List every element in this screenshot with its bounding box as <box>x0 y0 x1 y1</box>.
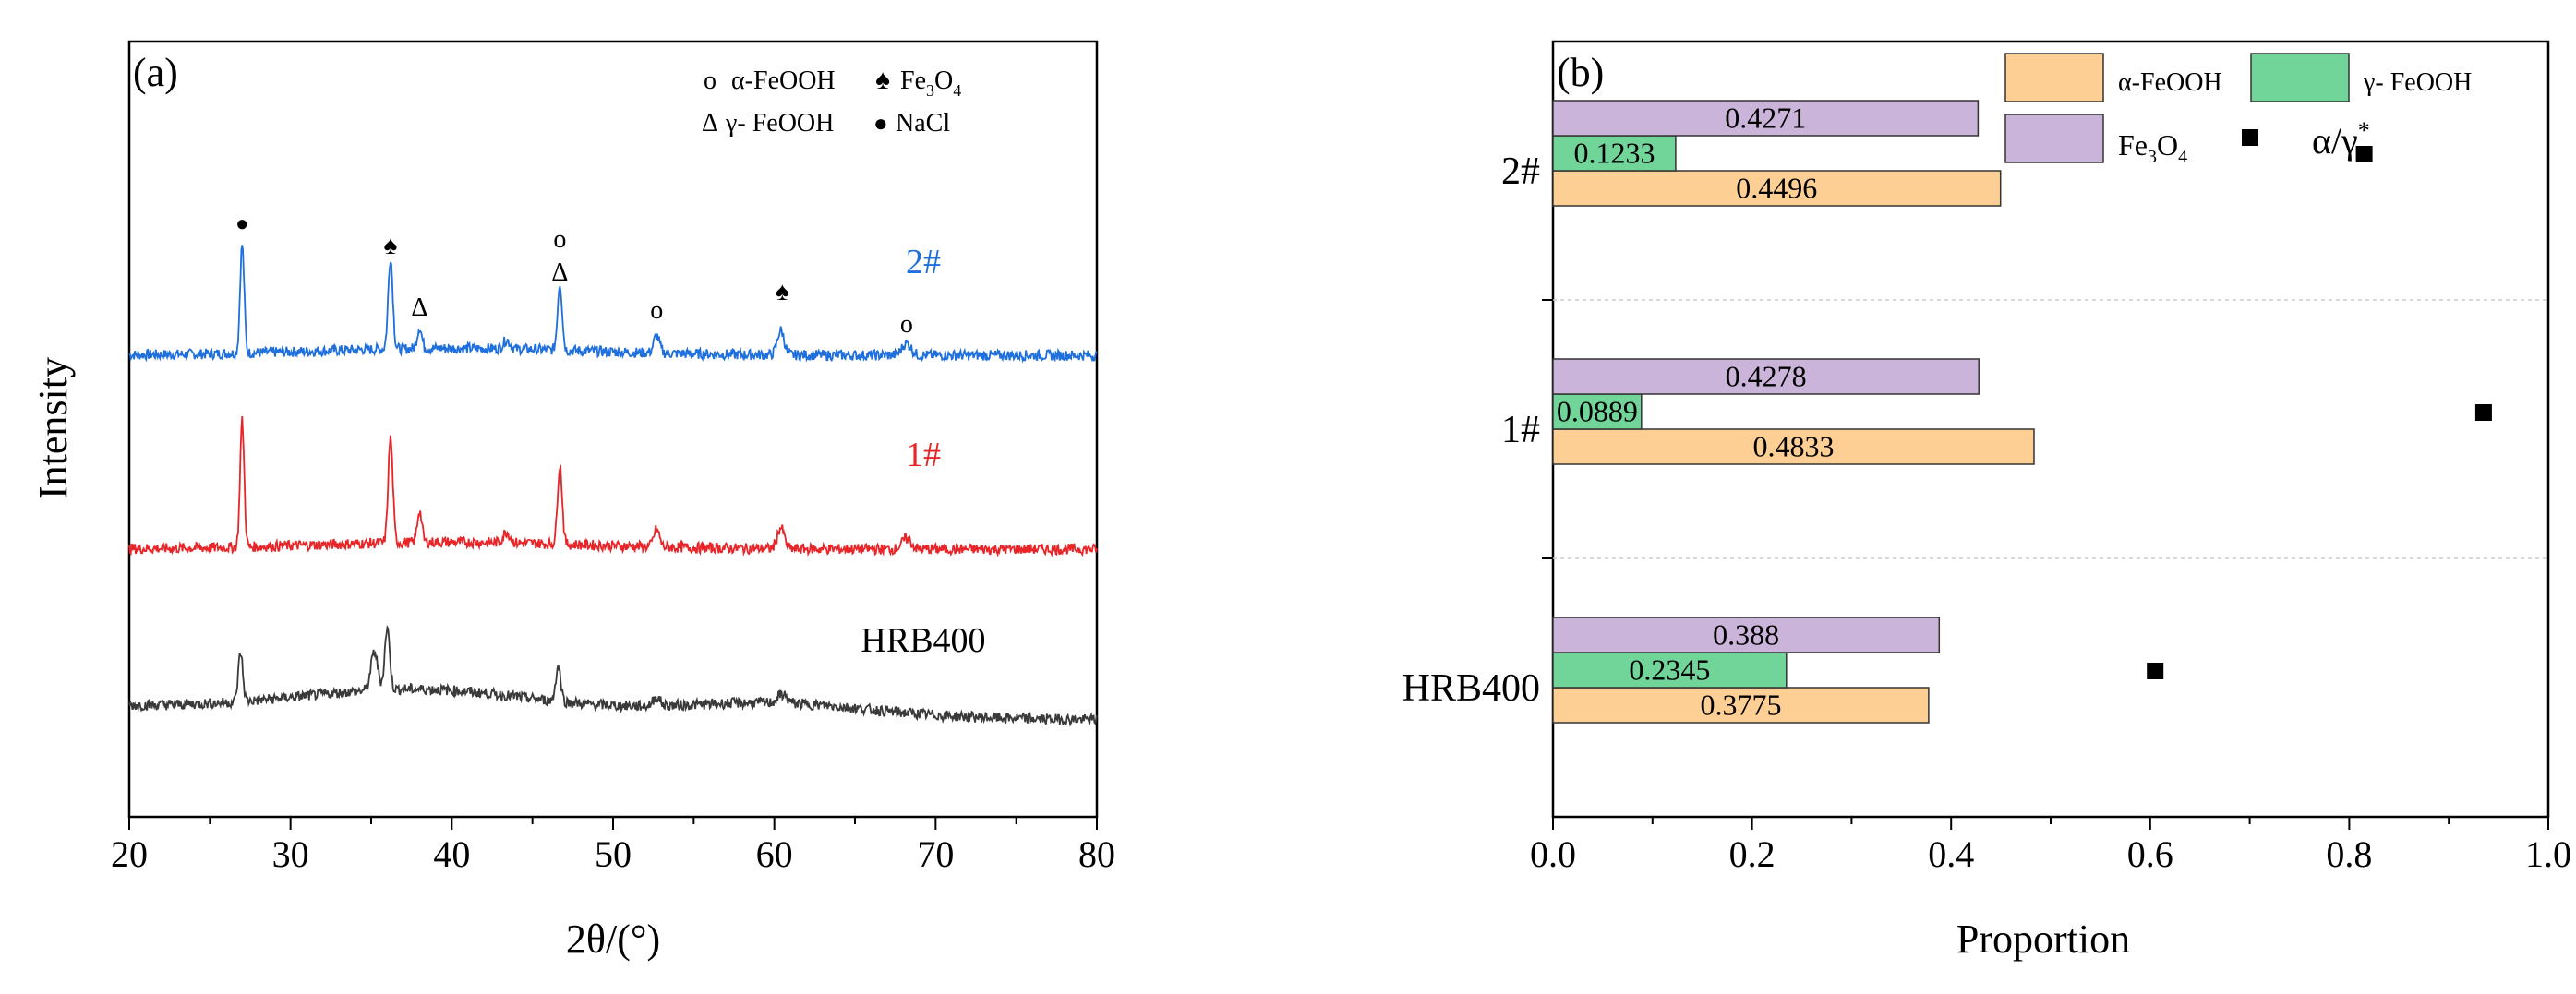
bar-label-1-feooh: 0.0889 <box>1557 395 1638 428</box>
legend-nacl-label: NaCl <box>896 109 950 138</box>
panel-b-axes: 0.0 0.2 0.4 0.6 0.8 1.0 HRB400 1# 2# <box>1402 150 2571 875</box>
bar-2-feooh <box>1552 170 2002 207</box>
label-series-1: 1# <box>906 436 941 474</box>
legend-gamma-symbol: Δ <box>702 109 718 138</box>
panel-b-proportion-chart: (b) 0.37750.23450.3880.48330.08890.42780… <box>1402 40 2571 962</box>
panel-a-legend: o α-FeOOH ♠ Fe3O4 Δ γ- FeOOH ● NaCl <box>702 65 961 138</box>
ratio-point-hrb400 <box>2147 663 2164 679</box>
panel-a-y-axis-title: Intensity <box>30 357 76 499</box>
legend-alpha-text: α-FeOOH <box>2118 68 2222 97</box>
peak-annotation-4: Δ <box>551 258 568 287</box>
x-tick-label-80: 80 <box>1078 833 1115 875</box>
panel-a-x-axis: 20 30 40 50 60 70 80 <box>111 817 1115 875</box>
bar-label-2-fe3o4: 0.4271 <box>1725 102 1806 135</box>
panel-a-series-labels: 2# 1# HRB400 <box>861 243 985 660</box>
peak-annotation-6: ♠ <box>776 278 789 306</box>
bar-hrb400-feooh <box>1552 652 1788 689</box>
b-x-tick-label-2: 0.4 <box>1928 833 1974 875</box>
peak-annotation-3: o <box>553 225 566 254</box>
legend-nacl-symbol: ● <box>873 110 888 137</box>
legend-fe3o4-text: Fe3O4 <box>2118 128 2187 167</box>
category-label-hrb400: HRB400 <box>1402 667 1540 710</box>
panel-a-label: (a) <box>133 50 178 95</box>
peak-annotation-7: o <box>900 310 913 339</box>
legend-alpha-swatch <box>2004 53 2104 102</box>
x-tick-label-40: 40 <box>433 833 470 875</box>
x-tick-label-50: 50 <box>595 833 632 875</box>
bar-label-1-feooh: 0.4833 <box>1753 430 1835 463</box>
category-label-1: 1# <box>1501 409 1540 451</box>
x-tick-label-70: 70 <box>917 833 954 875</box>
x-tick-label-20: 20 <box>111 833 148 875</box>
legend-gamma-swatch <box>2250 53 2350 102</box>
panel-b-x-axis-title: Proportion <box>1956 916 2130 962</box>
x-tick-label-30: 30 <box>272 833 309 875</box>
category-label-2: 2# <box>1501 150 1540 193</box>
panel-b-ratio-points <box>2147 146 2492 679</box>
panel-b-label: (b) <box>1557 50 1604 95</box>
bar-label-hrb400-feooh: 0.2345 <box>1629 653 1710 687</box>
bar-2-fe3o4 <box>1552 100 1980 137</box>
trace-series-1 <box>128 415 1098 557</box>
bar-label-hrb400-fe3o4: 0.388 <box>1713 618 1779 652</box>
peak-annotation-5: o <box>650 296 663 325</box>
ratio-point-2 <box>2355 146 2373 162</box>
b-x-tick-label-0: 0.0 <box>1530 833 1576 875</box>
trace-series-hrb400 <box>128 624 1098 727</box>
trace-series-2 <box>128 245 1098 364</box>
legend-ratio-marker <box>2242 129 2258 146</box>
bar-1-feooh <box>1552 428 2035 465</box>
legend-fe3o4-label: Fe3O4 <box>900 66 961 100</box>
b-x-tick-label-3: 0.6 <box>2127 833 2173 875</box>
peak-annotation-0: ● <box>235 212 249 236</box>
b-x-tick-label-1: 0.2 <box>1729 833 1776 875</box>
panel-b-gridlines <box>1553 299 2548 559</box>
peak-annotation-2: Δ <box>411 293 427 322</box>
legend-alpha-label: α-FeOOH <box>731 66 836 95</box>
b-x-tick-label-5: 1.0 <box>2525 833 2571 875</box>
panel-b-legend: α-FeOOH γ- FeOOH Fe3O4 α/γ* <box>2004 53 2472 167</box>
label-series-hrb400: HRB400 <box>861 621 985 660</box>
legend-alpha-symbol: o <box>704 66 716 95</box>
legend-gamma-text: γ- FeOOH <box>2363 68 2472 97</box>
panel-a-x-axis-title: 2θ/(°) <box>566 916 660 962</box>
legend-ratio-text: α/γ* <box>2312 117 2370 162</box>
bar-label-2-feooh: 0.4496 <box>1736 172 1817 205</box>
bar-label-1-fe3o4: 0.4278 <box>1726 360 1807 393</box>
peak-annotation-1: ♠ <box>384 232 398 260</box>
panel-a-xrd-chart: (a) o α-FeOOH ♠ Fe3O4 Δ γ- FeOOH ● NaCl … <box>30 40 1115 962</box>
x-tick-label-60: 60 <box>756 833 793 875</box>
bar-1-fe3o4 <box>1552 358 1980 395</box>
bar-hrb400-feooh <box>1552 687 1930 724</box>
legend-fe3o4-symbol: ♠ <box>875 65 890 95</box>
label-series-2: 2# <box>906 243 941 281</box>
ratio-point-1 <box>2474 404 2492 421</box>
bar-label-hrb400-feooh: 0.3775 <box>1701 689 1782 722</box>
bar-1-feooh <box>1552 393 1643 430</box>
legend-fe3o4-swatch <box>2004 114 2104 163</box>
panel-a-traces <box>128 245 1098 727</box>
bar-hrb400-fe3o4 <box>1552 617 1941 653</box>
legend-gamma-label: γ- FeOOH <box>725 109 834 138</box>
b-x-tick-label-4: 0.8 <box>2326 833 2372 875</box>
panel-a-plot-frame <box>127 40 1099 819</box>
bar-label-2-feooh: 0.1233 <box>1574 137 1655 170</box>
